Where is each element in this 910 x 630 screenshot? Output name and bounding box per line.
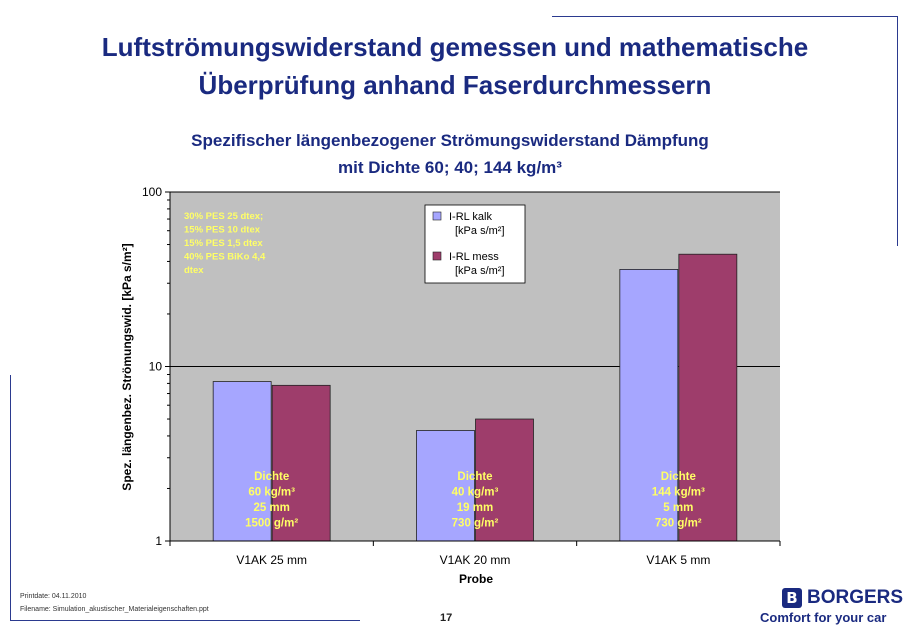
bar-annotation-line: 5 mm: [663, 502, 693, 514]
bar: [475, 418, 534, 542]
legend-box: [424, 204, 526, 284]
chart-title-line1: Spezifischer längenbezogener Strömungswi…: [191, 131, 709, 150]
bar-annotation-line: 60 kg/m³: [248, 487, 295, 499]
y-tick-label: 100: [142, 185, 162, 199]
slide-title-line1: Luftströmungswiderstand gemessen und mat…: [101, 32, 809, 62]
bar-annotation-line: Dichte: [661, 471, 696, 483]
right-vertical-rule: [897, 16, 898, 246]
bar: [271, 384, 331, 542]
slide-title: Luftströmungswiderstand gemessen und mat…: [20, 28, 890, 104]
composition-note: 30% PES 25 dtex; 15% PES 10 dtex 15% PES 1…: [184, 211, 266, 276]
x-axis-label: Probe: [459, 572, 493, 586]
bar-annotation-line: Dichte: [254, 471, 289, 483]
slide-title-line2: Überprüfung anhand Faserdurchmessern: [198, 70, 712, 100]
page-number: 17: [440, 612, 453, 624]
gridlines: [170, 191, 780, 367]
brand-name: BORGERS: [807, 587, 904, 608]
chart-title: Spezifischer längenbezogener Strömungswi…: [140, 127, 760, 181]
brand-slogan: Comfort for your car: [760, 610, 887, 625]
bar-annotation-line: 1500 g/m²: [245, 518, 298, 530]
legend-label: I-RL mess: [449, 251, 499, 263]
bar-annotation-line: 40 kg/m³: [452, 487, 499, 499]
printdate: Printdate: 04.11.2010: [20, 593, 87, 600]
legend-label-unit: [kPa s/m²]: [455, 265, 505, 277]
y-axis-label: Spez. längenbez. Strömungswid. [kPa s/m²…: [120, 243, 134, 490]
legend-label: I-RL kalk: [449, 211, 492, 223]
y-tick-label: 1: [155, 534, 162, 548]
legend-swatch: [432, 211, 442, 221]
x-tick-label: V1AK 20 mm: [440, 553, 511, 567]
bar-annotation-line: 144 kg/m³: [652, 487, 705, 499]
x-tick-label: V1AK 25 mm: [236, 553, 307, 567]
legend-label-unit: [kPa s/m²]: [455, 225, 505, 237]
bar: [678, 253, 738, 542]
bar-annotation-line: Dichte: [457, 471, 492, 483]
filename: Filename: Simulation_akustischer_Materia…: [20, 606, 209, 613]
bottom-left-rule: [10, 620, 360, 621]
composition-note-line: 30% PES 25 dtex;: [184, 211, 263, 222]
left-vertical-rule: [10, 375, 11, 620]
bar-annotations: Dichte 60 kg/m³ 25 mm 1500 g/m² Dichte 40 kg/…: [245, 471, 705, 530]
x-tick-label: V1AK 5 mm: [646, 553, 710, 567]
bar-annotation-line: 730 g/m²: [655, 518, 702, 530]
brand-logo: B BORGERS: [782, 587, 903, 609]
composition-note-line: 15% PES 10 dtex: [184, 225, 261, 236]
y-ticks: 1 10 100: [142, 185, 170, 548]
bar: [212, 381, 272, 542]
bar: [619, 269, 679, 542]
chart-title-line2: mit Dichte 60; 40; 144 kg/m³: [338, 158, 562, 177]
borgers-logo-icon: B: [782, 588, 802, 608]
x-ticks: V1AK 25 mm V1AK 20 mm V1AK 5 mm: [169, 541, 781, 567]
composition-note-line: 40% PES BiKo 4,4: [184, 252, 266, 263]
bar: [416, 430, 475, 542]
bars: [212, 253, 738, 542]
legend: I-RL kalk [kPa s/m²] I-RL mess [kPa s/m²]: [424, 204, 526, 284]
legend-swatch: [432, 251, 442, 261]
bar-annotation-line: 730 g/m²: [452, 518, 499, 530]
composition-note-line: 15% PES 1,5 dtex: [184, 238, 263, 249]
composition-note-line: dtex: [184, 265, 204, 276]
y-tick-label: 10: [149, 360, 163, 374]
bar-annotation-line: 25 mm: [253, 502, 289, 514]
top-right-rule: [552, 16, 897, 17]
bar-annotation-line: 19 mm: [457, 502, 493, 514]
